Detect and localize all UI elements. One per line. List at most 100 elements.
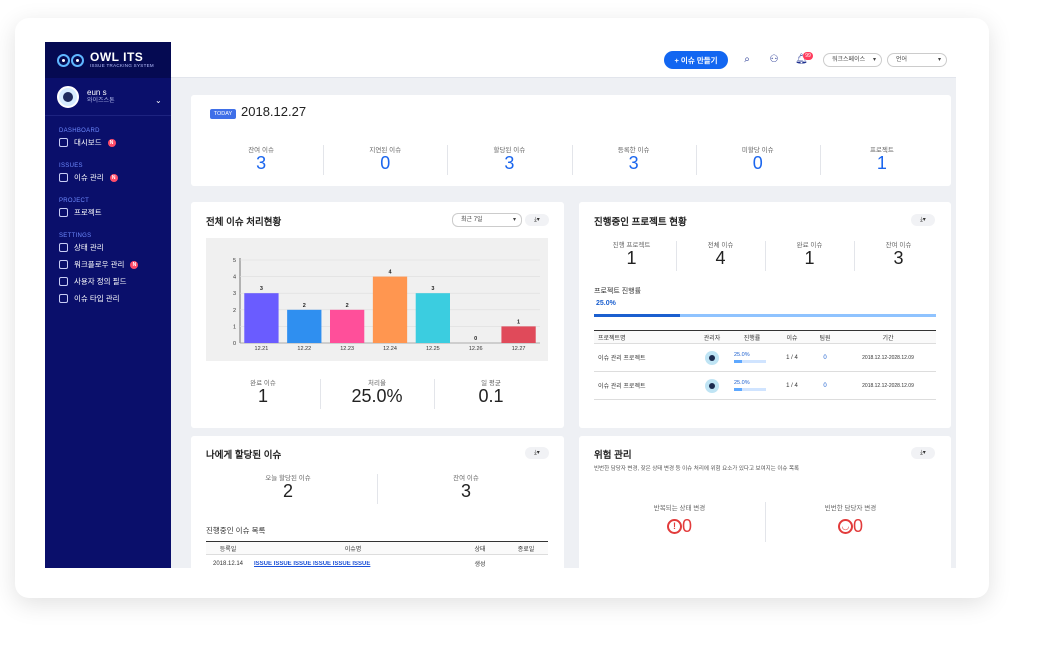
table-row[interactable]: 2018.12.14 ISSUE ISSUE ISSUE ISSUE ISSUE … (206, 555, 548, 569)
progress-text: 25.0% (734, 352, 750, 358)
y-tick-label: 1 (233, 324, 236, 330)
x-tick-label: 12.21 (255, 346, 269, 352)
column-header: 상태 (474, 546, 486, 553)
avatar (57, 85, 79, 108)
progress-cell: 25.0% (730, 352, 774, 363)
column-header: 진행률 (743, 335, 761, 342)
bar (501, 326, 536, 343)
risk-value-row: ◡ 0 (765, 516, 936, 537)
bar (372, 276, 408, 343)
period-select[interactable]: 최근 7일 (452, 213, 522, 227)
sidebar-item-custom-fields[interactable]: 사용자 정의 필드 (45, 273, 171, 290)
sidebar-item-issue-types[interactable]: 이슈 타입 관리 (45, 290, 171, 307)
manager-cell (694, 350, 730, 365)
search-icon[interactable]: ⌕ (744, 54, 750, 65)
data-label: 1 (517, 319, 520, 325)
summary-stat[interactable]: 프로젝트 1 (820, 144, 944, 174)
y-tick-label: 5 (233, 258, 236, 264)
x-tick-label: 12.25 (426, 346, 440, 352)
project-name: 이슈 관리 프로젝트 (598, 384, 646, 390)
sidebar-item-status[interactable]: 상태 관리 (45, 239, 171, 256)
stat-block: 완료 이슈 1 (206, 377, 320, 407)
risk-description: 빈번한 담당자 변경, 잦은 상태 변경 등 이슈 처리에 위험 요소가 있다고… (594, 466, 800, 472)
stat-value: 4 (715, 248, 726, 268)
stat-value: 0 (380, 153, 391, 173)
bell-icon[interactable]: 🔔︎ (795, 54, 808, 65)
summary-stat[interactable]: 등록한 이슈 3 (572, 144, 696, 174)
issue-link[interactable]: ISSUE ISSUE ISSUE ISSUE ISSUE ISSUE (254, 560, 371, 567)
stat-label: 미할당 이슈 (741, 147, 774, 154)
stat-label: 진행 프로젝트 (612, 242, 651, 249)
logo[interactable]: OWL ITS ISSUE TRACKING SYSTEM (45, 42, 171, 78)
sidebar-item-label: 워크플로우 관리 (74, 260, 125, 269)
stat-label: 프로젝트 (869, 147, 894, 154)
summary-stat[interactable]: 미할당 이슈 0 (696, 144, 820, 174)
stat-block: 전체 이슈 4 (676, 239, 765, 269)
member-count[interactable]: 0 (823, 354, 827, 361)
notification-count-badge: 99 (803, 52, 813, 60)
user-role: 와이즈스톤 (87, 97, 115, 104)
chevron-down-icon[interactable]: ⌄ (155, 96, 162, 105)
column-header: 종료일 (517, 546, 535, 553)
column-header: 프로젝트명 (598, 335, 626, 342)
assigned-card: 나에게 할당된 이슈 ⤓▾ 오늘 할당된 이슈 2 잔여 이슈 3 진행중인 이슈 목… (191, 436, 564, 568)
progress-bar (734, 388, 766, 391)
column-header: 이슈 (786, 335, 798, 342)
stat-value: 2 (282, 481, 293, 501)
sidebar-item-label: 상태 관리 (74, 243, 104, 252)
today-badge: TODAY (210, 109, 236, 119)
project-progress-bar (594, 314, 936, 317)
column-header: 이슈명 (344, 546, 362, 553)
sidebar: OWL ITS ISSUE TRACKING SYSTEM eun s 와이즈스… (45, 42, 171, 568)
add-user-icon[interactable]: ⚇ (769, 54, 779, 65)
bar-chart: 0 1 2 3 4 5 3 12.21 2 12.22 2 12.23 4 12.24 3 12.25 0 12.… (206, 238, 548, 361)
download-icon[interactable]: ⤓▾ (911, 214, 935, 226)
download-icon[interactable]: ⤓▾ (525, 447, 549, 459)
user-profile[interactable]: eun s 와이즈스톤 (45, 78, 171, 116)
risk-item[interactable]: 빈번한 담당자 변경 ◡ 0 (765, 502, 936, 537)
avatar (705, 350, 719, 365)
download-icon[interactable]: ⤓▾ (911, 447, 935, 459)
stat-value: 3 (460, 481, 471, 501)
user-icon: ◡ (837, 519, 853, 534)
progress-text: 25.0% (596, 300, 616, 307)
summary-stat[interactable]: 잔여 이슈 3 (199, 144, 323, 174)
bar (415, 293, 450, 343)
stat-label: 등록한 이슈 (617, 147, 650, 154)
card-title: 위험 관리 (594, 450, 632, 461)
table-row[interactable]: 이슈 관리 프로젝트 25.0% 1 / 4 0 2018.12.12-2028.12.… (594, 372, 936, 400)
user-name: eun s (87, 87, 107, 97)
summary-stat[interactable]: 지연된 이슈 0 (323, 144, 447, 174)
data-label: 4 (388, 270, 392, 276)
workspace-select[interactable]: 워크스페이스 (823, 53, 882, 67)
progress-bar (734, 360, 766, 363)
sidebar-item-issues[interactable]: 이슈 관리 N (45, 169, 171, 186)
download-icon[interactable]: ⤓▾ (525, 214, 549, 226)
card-title: 전체 이슈 처리현황 (206, 217, 282, 228)
risk-value: 0 (852, 516, 863, 536)
stat-label: 완료 이슈 (250, 380, 276, 387)
summary-card: TODAY 2018.12.27 잔여 이슈 3 지연된 이슈 0 할당된 이슈 3 등록한… (191, 95, 951, 186)
language-select[interactable]: 언어 (887, 53, 947, 67)
member-count[interactable]: 0 (823, 382, 827, 389)
y-tick-label: 4 (233, 275, 236, 281)
divider (854, 241, 855, 271)
create-issue-button[interactable]: + 이슈 만들기 (664, 51, 728, 69)
sidebar-item-workflow[interactable]: 워크플로우 관리 N (45, 256, 171, 273)
summary-stat[interactable]: 할당된 이슈 3 (447, 144, 571, 174)
risk-item[interactable]: 반복되는 상태 변경! 0 (594, 502, 765, 537)
new-badge: N (130, 260, 139, 269)
column-header: 등록일 (219, 546, 237, 553)
divider (323, 145, 325, 175)
sidebar-item-project[interactable]: 프로젝트 (45, 204, 171, 221)
y-tick-label: 3 (233, 291, 236, 297)
stat-block: 처리율 25.0% (320, 377, 434, 407)
project-table: 프로젝트명 관리자 진행률 이슈 팀원 기간 이슈 관리 프로젝트 25.0% 1 / 4 0 2… (594, 330, 936, 400)
bar (330, 309, 365, 343)
y-tick-label: 2 (233, 308, 236, 314)
issue-count: 1 / 4 (786, 382, 798, 389)
sidebar-item-dashboard[interactable]: 대시보드 N (45, 134, 171, 151)
stat-value: 3 (504, 153, 515, 173)
table-row[interactable]: 이슈 관리 프로젝트 25.0% 1 / 4 0 2018.12.12-2028.12.… (594, 344, 936, 372)
stat-label: 처리율 (368, 380, 386, 387)
